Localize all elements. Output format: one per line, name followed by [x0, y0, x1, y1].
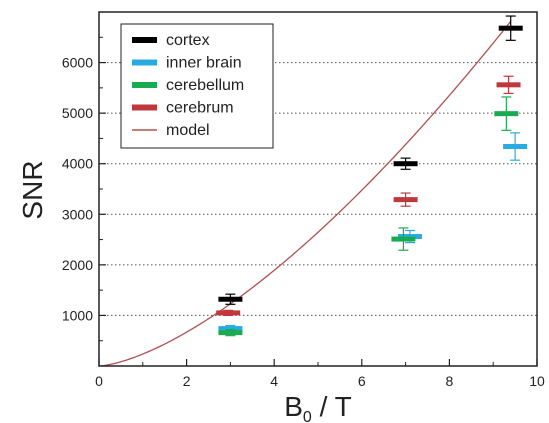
y-tick-label-6000: 6000 [62, 55, 93, 71]
series-cerebrum [216, 75, 521, 317]
marker-cortex-1 [393, 161, 418, 167]
x-axis-title-subscript: 0 [303, 409, 312, 423]
marker-cerebellum-2 [494, 111, 519, 117]
legend: cortex inner brain cerebellum cerebrum model [120, 23, 274, 149]
marker-cerebrum-1 [393, 197, 418, 203]
legend-label-cortex: cortex [166, 32, 210, 49]
marker-cortex-0 [218, 296, 243, 302]
legend-swatch-cortex [132, 37, 157, 43]
legend-label-cerebrum: cerebrum [166, 100, 234, 117]
series-inner-brain [218, 132, 528, 333]
series-cortex [218, 15, 523, 305]
model-curve [98, 20, 512, 367]
legend-swatch-cerebellum [132, 82, 157, 88]
legend-label-cerebellum: cerebellum [166, 77, 244, 94]
x-tick-label-8: 8 [446, 373, 454, 389]
y-tick-label-5000: 5000 [62, 105, 93, 121]
marker-cortex-2 [498, 25, 523, 31]
x-axis-title-main: B [284, 391, 303, 422]
x-tick-label-2: 2 [183, 373, 191, 389]
legend-swatch-inner-brain [132, 59, 157, 66]
series-cerebellum [218, 96, 519, 337]
marker-inner-brain-0 [218, 326, 243, 332]
x-tick-label-10: 10 [529, 373, 545, 389]
marker-cerebellum-0 [218, 330, 243, 336]
x-axis-title-rest: / T [312, 391, 352, 422]
x-tick-label-4: 4 [270, 373, 278, 389]
y-tick-label-3000: 3000 [62, 206, 93, 222]
legend-swatch-cerebrum [132, 104, 157, 111]
x-axis-title: B0 / T [284, 391, 352, 423]
legend-label-model: model [166, 122, 210, 139]
marker-cerebrum-2 [496, 82, 521, 88]
model-layer [98, 20, 512, 367]
marker-inner-brain-2 [503, 144, 528, 150]
y-tick-label-4000: 4000 [62, 156, 93, 172]
labels-layer: 0 2 4 6 8 10 1000 2000 3000 4000 5000 6000 [62, 55, 545, 389]
data-layer [216, 15, 528, 337]
x-tick-label-0: 0 [95, 373, 103, 389]
ticks-layer [98, 36, 538, 366]
marker-cerebellum-1 [391, 236, 416, 242]
y-tick-label-1000: 1000 [62, 307, 93, 323]
marker-inner-brain-1 [397, 234, 422, 240]
y-tick-label-2000: 2000 [62, 257, 93, 273]
legend-label-inner-brain: inner brain [166, 55, 242, 72]
y-axis-title: SNR [17, 160, 48, 219]
marker-cerebrum-0 [216, 310, 241, 316]
x-tick-label-6: 6 [358, 373, 366, 389]
